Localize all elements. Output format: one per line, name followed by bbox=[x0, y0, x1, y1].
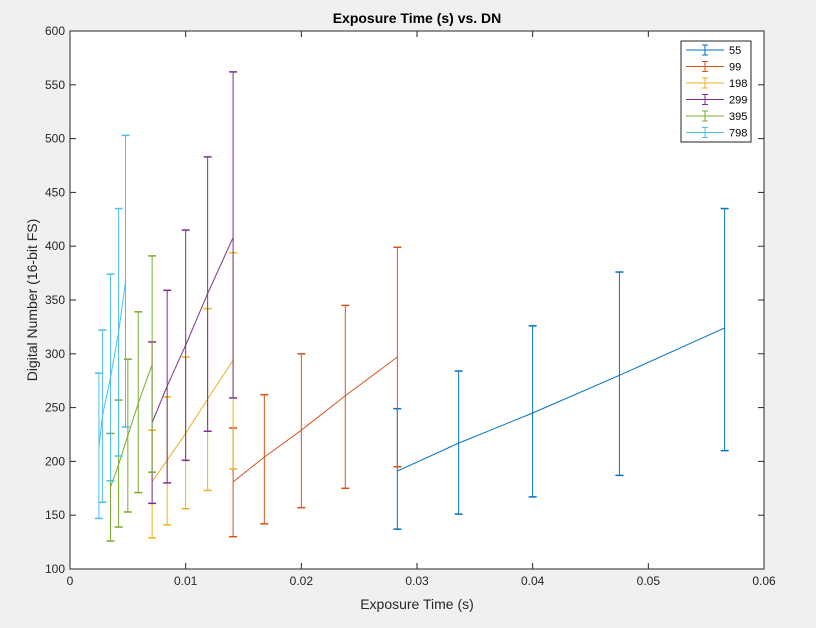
series-55 bbox=[393, 207, 729, 530]
series-798 bbox=[94, 134, 130, 520]
error-bar bbox=[229, 71, 238, 399]
y-tick-label: 500 bbox=[45, 132, 65, 146]
legend-entry: 299 bbox=[686, 94, 747, 107]
plot-area bbox=[70, 31, 764, 569]
x-axis-label: Exposure Time (s) bbox=[360, 596, 474, 612]
legend-entry: 395 bbox=[686, 110, 747, 123]
error-bar bbox=[454, 370, 463, 515]
legend-label: 99 bbox=[729, 62, 741, 74]
x-tick-label: 0 bbox=[67, 574, 74, 588]
x-tick-label: 0.05 bbox=[637, 574, 661, 588]
y-axis-label: Digital Number (16-bit FS) bbox=[24, 219, 40, 382]
error-bar bbox=[181, 229, 190, 462]
legend-box bbox=[680, 40, 752, 143]
x-tick-label: 0.02 bbox=[290, 574, 314, 588]
y-tick-label: 100 bbox=[45, 562, 65, 576]
x-tick-label: 0.01 bbox=[174, 574, 198, 588]
legend: 55 99 198 299 395 798 bbox=[680, 40, 752, 143]
series-299 bbox=[148, 71, 238, 505]
error-bar bbox=[94, 372, 103, 520]
error-bar bbox=[163, 289, 172, 484]
error-bar bbox=[528, 325, 537, 498]
legend-label: 395 bbox=[729, 111, 747, 123]
legend-entry: 198 bbox=[686, 77, 747, 90]
y-tick-label: 250 bbox=[45, 401, 65, 415]
y-tick-label: 300 bbox=[45, 347, 65, 361]
legend-entry: 99 bbox=[686, 61, 741, 74]
error-bar bbox=[121, 134, 130, 428]
error-bar bbox=[98, 329, 107, 504]
error-bar bbox=[720, 207, 729, 452]
y-tick-label: 350 bbox=[45, 293, 65, 307]
legend-label: 798 bbox=[729, 128, 747, 140]
series-layer bbox=[94, 71, 729, 542]
error-bar bbox=[615, 271, 624, 477]
legend-label: 299 bbox=[729, 95, 747, 107]
legend-entry: 55 bbox=[686, 44, 741, 57]
error-bar bbox=[203, 156, 212, 433]
x-tick-label: 0.04 bbox=[521, 574, 545, 588]
legend-entry: 798 bbox=[686, 127, 747, 140]
x-tick-label: 0.06 bbox=[752, 574, 776, 588]
error-bar bbox=[106, 273, 115, 482]
series-99 bbox=[229, 246, 402, 538]
legend-label: 198 bbox=[729, 78, 747, 90]
error-bar bbox=[297, 353, 306, 509]
y-tick-label: 200 bbox=[45, 454, 65, 468]
axes-layer: 0 0.01 0.02 0.03 0.04 0.05 0.06 100 150 200 250 300… bbox=[45, 24, 776, 588]
y-tick-label: 550 bbox=[45, 78, 65, 92]
error-bar bbox=[260, 393, 269, 525]
error-bar bbox=[134, 311, 143, 494]
y-tick-label: 150 bbox=[45, 508, 65, 522]
y-tick-label: 600 bbox=[45, 24, 65, 38]
error-bar bbox=[148, 255, 157, 473]
legend-label: 55 bbox=[729, 45, 741, 57]
error-bar bbox=[341, 304, 350, 490]
y-tick-label: 400 bbox=[45, 239, 65, 253]
error-bar bbox=[114, 207, 123, 457]
x-tick-label: 0.03 bbox=[405, 574, 429, 588]
y-tick-label: 450 bbox=[45, 185, 65, 199]
error-bar bbox=[393, 246, 402, 468]
chart-title: Exposure Time (s) vs. DN bbox=[333, 10, 502, 26]
